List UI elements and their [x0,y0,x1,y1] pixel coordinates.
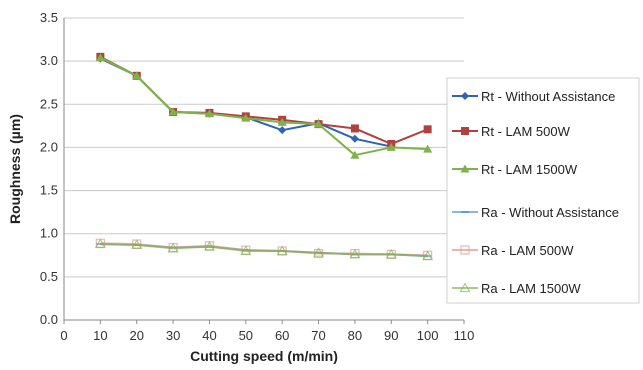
series-5 [94,238,434,261]
x-tick-label: 100 [417,328,439,343]
y-tick-label: 0.5 [40,269,58,284]
series-layer [94,52,434,261]
data-point [423,125,432,134]
data-point [423,144,433,153]
series-2 [95,53,433,159]
x-axis-title: Cutting speed (m/min) [190,348,338,364]
x-tick-label: 0 [60,328,67,343]
series-4 [95,238,433,260]
data-point [94,238,106,249]
x-tick-label: 80 [348,328,362,343]
y-tick-label: 2.5 [40,96,58,111]
legend-box [446,77,640,304]
x-tick-label: 70 [311,328,325,343]
data-point [131,239,143,250]
data-point [95,53,105,62]
series-line [99,55,429,145]
legend-marker [461,127,469,135]
data-point [386,142,396,151]
series-line [100,243,428,258]
y-tick-label: 3.0 [40,53,58,68]
legend-label: Rt - LAM 500W [481,124,571,139]
data-point [422,250,434,261]
data-point [203,240,215,251]
data-point [241,113,251,122]
legend-marker [459,282,471,293]
y-tick-label: 3.5 [40,10,58,25]
y-tick-labels: 0.0 0.5 1.0 1.5 2.0 2.5 3.0 3.5 [40,10,58,327]
series-1 [96,52,432,148]
x-tick-label: 60 [275,328,289,343]
data-point [204,109,214,118]
series-line [99,57,392,148]
y-tick-label: 2.0 [40,139,58,154]
x-tick-labels: 0 10 20 30 40 50 60 70 80 90 100 110 [60,328,474,343]
x-tick-label: 50 [239,328,253,343]
legend-marker [461,92,469,100]
x-tick-label: 20 [129,328,143,343]
data-point [278,126,287,135]
data-point [350,134,359,143]
legend: Rt - Without Assistance Rt - LAM 500W Rt -… [446,77,640,304]
x-tick-label: 30 [166,328,180,343]
data-point [314,119,324,128]
y-tick-label: 1.0 [40,226,58,241]
data-point [132,71,142,80]
y-tick-label: 1.5 [40,183,58,198]
legend-marker [460,245,470,255]
data-point [385,248,397,259]
y-axis-title: Roughness (µm) [7,114,23,224]
legend-marker [460,164,470,173]
data-point [313,246,325,257]
legend-label: Ra - LAM 1500W [481,281,581,296]
data-point [276,245,288,256]
legend-label: Rt - Without Assistance [481,89,615,104]
x-tick-label: 90 [384,328,398,343]
data-point [350,124,359,133]
data-point [168,107,178,116]
data-point [277,117,287,126]
data-point [167,242,179,253]
legend-label: Ra - Without Assistance [481,205,619,220]
series-line [99,56,428,157]
legend-label: Rt - LAM 1500W [481,162,578,177]
axes [63,18,465,324]
data-point [349,248,361,259]
x-tick-label: 10 [93,328,107,343]
data-point [350,150,360,159]
data-point [240,245,252,256]
x-tick-label: 40 [202,328,216,343]
legend-label: Ra - LAM 500W [481,243,574,258]
series-0 [96,54,396,151]
grid-lines [64,17,464,321]
x-tick-label: 110 [454,328,475,343]
y-tick-label: 0.0 [40,312,58,327]
